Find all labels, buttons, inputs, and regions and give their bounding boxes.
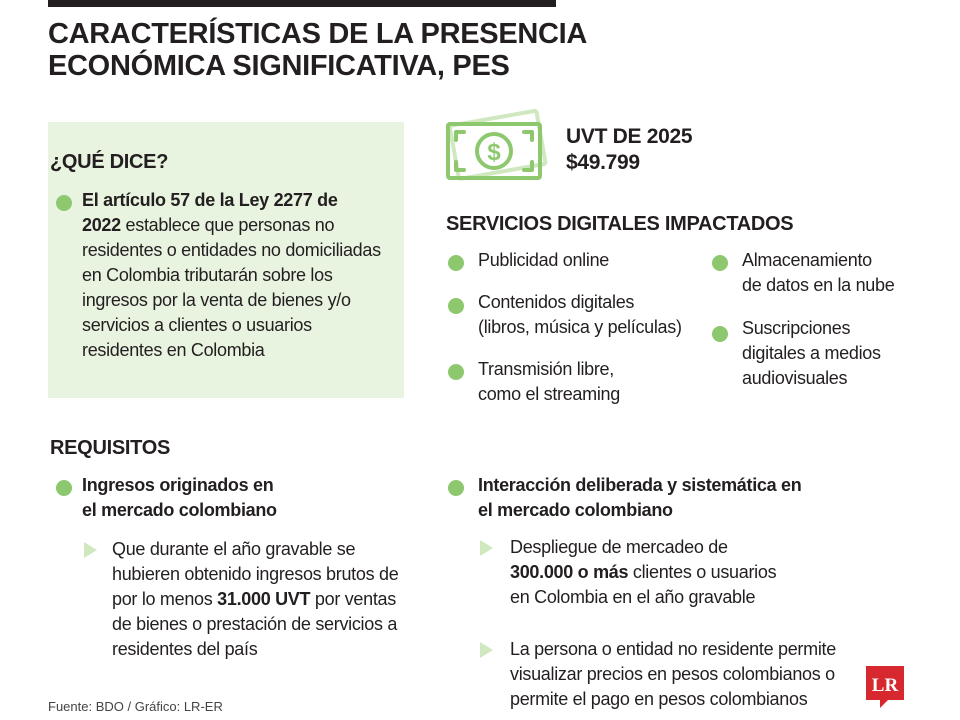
- que-dice-text: El artículo 57 de la Ley 2277 de 2022 es…: [82, 190, 381, 360]
- uvt-block: UVT DE 2025 $49.799: [566, 124, 693, 176]
- servicios-heading: SERVICIOS DIGITALES IMPACTADOS: [446, 213, 794, 235]
- triangle-bullet-icon: [84, 542, 97, 558]
- requisito-title: Ingresos originados en el mercado colomb…: [82, 475, 277, 520]
- que-dice-box: [48, 122, 404, 398]
- bullet-dot: [56, 195, 72, 211]
- source-note: Fuente: BDO / Gráfico: LR-ER: [48, 699, 223, 714]
- bullet-dot: [448, 480, 464, 496]
- triangle-bullet-icon: [480, 540, 493, 556]
- bullet-dot: [448, 298, 464, 314]
- bullet-dot: [712, 255, 728, 271]
- svg-text:LR: LR: [872, 675, 899, 696]
- servicio-item: Suscripciones digitales a medios audiovi…: [742, 318, 881, 388]
- svg-text:$: $: [487, 139, 501, 166]
- servicio-item: Transmisión libre, como el streaming: [478, 359, 620, 404]
- lr-logo: LR: [866, 666, 904, 708]
- top-rule: [48, 0, 556, 7]
- que-dice-heading: ¿QUÉ DICE?: [50, 151, 169, 173]
- triangle-bullet-icon: [480, 642, 493, 658]
- bullet-dot: [56, 480, 72, 496]
- bullet-dot: [448, 255, 464, 271]
- money-bill-icon: $: [446, 108, 548, 181]
- uvt-label: UVT DE 2025: [566, 125, 693, 148]
- requisitos-heading: REQUISITOS: [50, 437, 170, 459]
- requisito-detail: Despliegue de mercadeo de 300.000 o más …: [510, 537, 777, 607]
- uvt-value: $49.799: [566, 151, 640, 174]
- servicio-item: Contenidos digitales (libros, música y p…: [478, 292, 682, 337]
- bullet-dot: [448, 364, 464, 380]
- servicio-item: Publicidad online: [478, 250, 609, 270]
- requisito-detail: Que durante el año gravable se hubieren …: [112, 539, 399, 659]
- bullet-dot: [712, 326, 728, 342]
- servicio-item: Almacenamiento de datos en la nube: [742, 250, 895, 295]
- requisito-title: Interacción deliberada y sistemática en …: [478, 475, 802, 520]
- requisito-detail: La persona o entidad no residente permit…: [510, 639, 836, 709]
- page-title: CARACTERÍSTICAS DE LA PRESENCIA ECONÓMIC…: [48, 18, 588, 82]
